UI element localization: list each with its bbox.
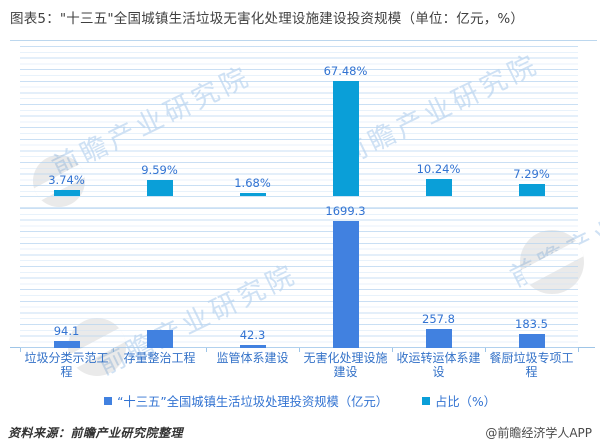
- axis-tick: [113, 347, 114, 352]
- legend-marker-icon: [422, 397, 431, 405]
- x-axis-label: 监管体系建设: [216, 351, 289, 365]
- x-axis-labels: 垃圾分类示范工程 存量整治工程 监管体系建设 无害化处理设施建设 收运转运体系建设 餐厨垃…: [20, 351, 578, 379]
- data-label: 7.29%: [513, 166, 550, 181]
- data-label: 10.24%: [416, 161, 461, 176]
- chart-column: 9.59%: [113, 46, 206, 196]
- legend-item: “十三五”全国城镇生活垃圾处理投资规模（亿元）: [104, 392, 388, 410]
- credit-text: @前瞻经济学人APP: [485, 426, 592, 440]
- value-bars-panel: 94.1 42.3 1699.3 257.8 183.5: [20, 204, 578, 348]
- data-label: 67.48%: [323, 64, 368, 78]
- percent-bars-panel: 3.74% 9.59% 1.68% 67.48% 10.24% 7.29%: [20, 46, 578, 197]
- axis-tick: [206, 347, 207, 352]
- percent-bar-垃圾分类示范工程: [53, 189, 80, 196]
- data-label: 183.5: [515, 317, 548, 332]
- axis-tick: [299, 347, 300, 352]
- data-label: 257.8: [422, 311, 455, 326]
- chart-column: 10.24%: [392, 46, 485, 196]
- chart-column: 1.68%: [206, 46, 299, 196]
- x-axis-label: 无害化处理设施建设: [303, 351, 388, 379]
- title-divider: [10, 40, 597, 41]
- axis-tick: [392, 347, 393, 352]
- legend-marker-icon: [104, 397, 113, 405]
- source-note: 资料来源：前瞻产业研究院整理: [8, 426, 184, 440]
- value-bar-无害化处理设施建设: [332, 221, 359, 348]
- axis-tick: [485, 347, 486, 352]
- data-label: 9.59%: [141, 162, 178, 177]
- chart-column: 1699.3: [299, 204, 392, 348]
- percent-bar-无害化处理设施建设: [332, 81, 359, 196]
- chart-column: [113, 208, 206, 348]
- x-axis-label: 收运转运体系建设: [396, 351, 481, 379]
- chart-column: 3.74%: [20, 46, 113, 196]
- data-label: 1699.3: [325, 204, 366, 218]
- legend-label: 占比（%）: [435, 395, 496, 409]
- chart-legend: “十三五”全国城镇生活垃圾处理投资规模（亿元） 占比（%）: [0, 392, 600, 410]
- percent-bar-存量整治工程: [146, 179, 173, 196]
- value-bar-垃圾分类示范工程: [53, 340, 80, 348]
- percent-bar-餐厨垃圾专项工程: [518, 183, 545, 196]
- chart-column: 67.48%: [299, 46, 392, 196]
- data-label: 42.3: [239, 327, 266, 342]
- chart-title: 图表5："十三五"全国城镇生活垃圾无害化处理设施建设投资规模（单位：亿元，%）: [10, 11, 525, 27]
- x-axis-label: 垃圾分类示范工程: [24, 351, 109, 379]
- value-bar-收运转运体系建设: [425, 328, 452, 348]
- legend-item: 占比（%）: [422, 392, 496, 410]
- x-axis-label: 存量整治工程: [123, 351, 196, 365]
- chart-column: 183.5: [485, 208, 578, 348]
- axis-tick: [20, 347, 21, 352]
- data-label: 3.74%: [48, 172, 85, 187]
- chart-column: 7.29%: [485, 46, 578, 196]
- chart-column: 42.3: [206, 208, 299, 348]
- axis-tick: [578, 347, 579, 352]
- value-bar-存量整治工程: [146, 329, 173, 348]
- chart-column: 94.1: [20, 208, 113, 348]
- data-label: 94.1: [53, 323, 80, 338]
- legend-label: “十三五”全国城镇生活垃圾处理投资规模（亿元）: [117, 395, 389, 409]
- value-bar-监管体系建设: [239, 344, 266, 348]
- data-label: 1.68%: [234, 176, 271, 191]
- percent-bar-监管体系建设: [239, 193, 266, 196]
- x-axis-label: 餐厨垃圾专项工程: [489, 351, 574, 379]
- value-bar-餐厨垃圾专项工程: [518, 334, 545, 348]
- chart-column: 257.8: [392, 208, 485, 348]
- percent-bar-收运转运体系建设: [425, 178, 452, 196]
